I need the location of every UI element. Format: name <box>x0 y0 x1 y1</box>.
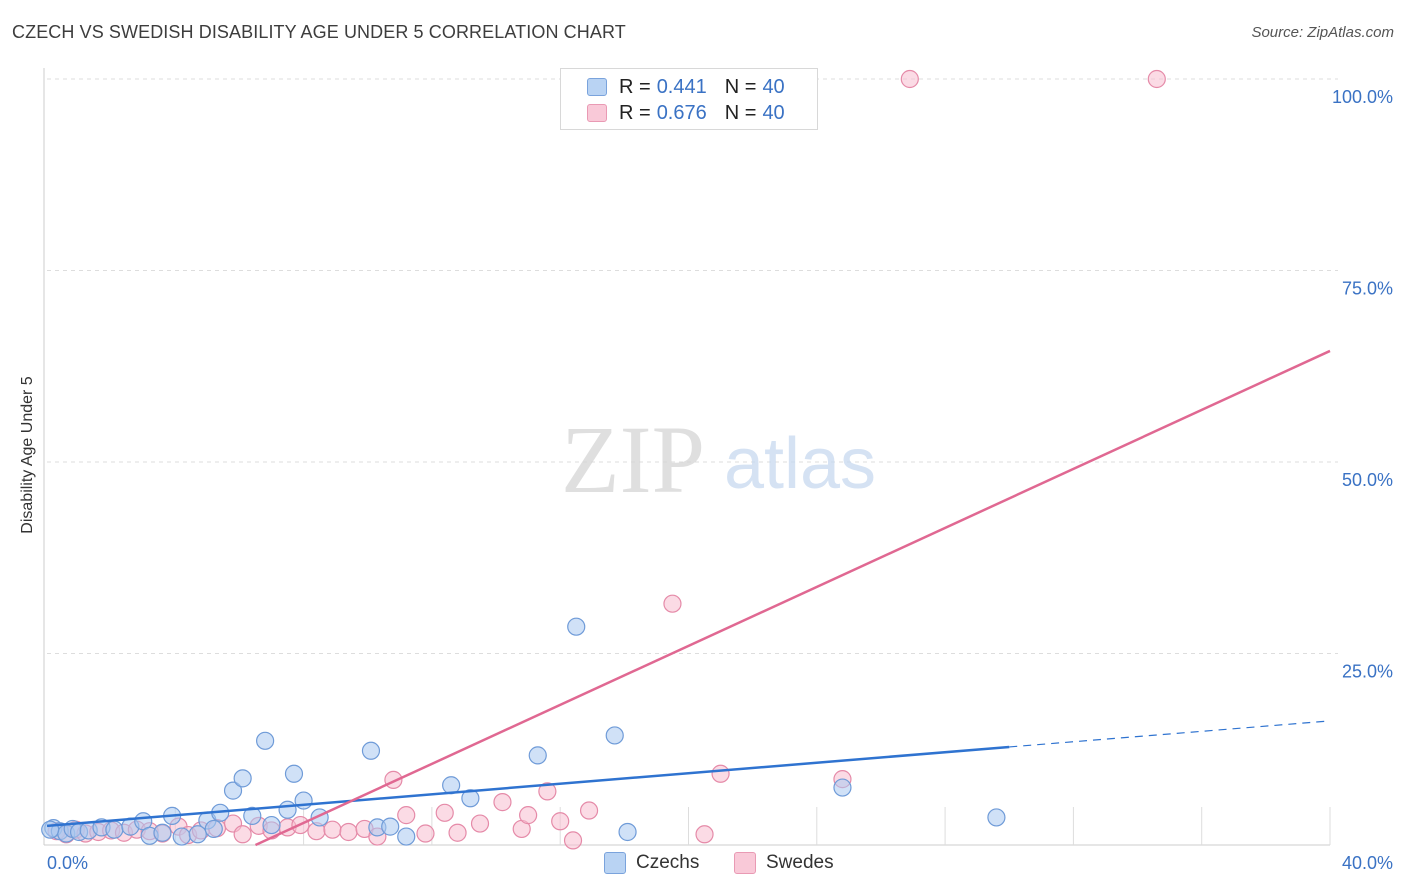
czech-point <box>262 815 281 835</box>
swede-point <box>397 806 416 825</box>
legend-swedes-label: Swedes <box>766 852 834 873</box>
czech-point <box>833 778 852 797</box>
czech-point <box>987 808 1006 827</box>
czech-point <box>284 764 304 783</box>
watermark-atlas: atlas <box>724 424 876 504</box>
r-value: 0.676 <box>656 101 707 124</box>
czech-point <box>567 617 586 636</box>
stats-box: R = 0.441 N = 40 R = 0.676 N = 40 <box>560 68 818 130</box>
swede-point <box>448 823 467 842</box>
swede-point <box>563 831 583 850</box>
swede-point <box>470 814 490 833</box>
czech-trend-line <box>46 745 1010 828</box>
czech-point <box>397 827 416 846</box>
czech-point <box>256 731 275 750</box>
x-tick-labels: 0.0% 40.0% <box>47 853 1393 873</box>
r-value: 0.441 <box>656 75 707 98</box>
grid-lines <box>47 78 1338 654</box>
czech-swatch <box>587 78 607 96</box>
swede-point <box>339 822 358 842</box>
czech-point <box>41 820 60 839</box>
czech-point <box>105 820 124 839</box>
legend-swede-swatch <box>734 852 756 874</box>
swede-point <box>435 803 454 822</box>
czech-point <box>188 825 207 844</box>
y-tick-label: 75.0% <box>1342 279 1393 299</box>
czech-point <box>172 827 191 846</box>
swede-point <box>233 825 252 844</box>
czech-point <box>605 726 624 745</box>
swede-point <box>519 806 538 825</box>
czech-point <box>361 741 381 760</box>
czech-point <box>204 819 223 839</box>
chart-title: CZECH VS SWEDISH DISABILITY AGE UNDER 5 … <box>12 22 626 42</box>
czech-trend-extension <box>1009 720 1331 748</box>
czech-point <box>223 781 243 800</box>
source-label: Source: ZipAtlas.com <box>1251 24 1394 41</box>
y-tick-labels: 100.0% 75.0% 50.0% 25.0% <box>1332 87 1393 682</box>
n-label: N = <box>724 75 757 98</box>
legend: Czechs Swedes <box>0 852 1406 878</box>
watermark: ZIP atlas <box>561 406 876 513</box>
r-label: R = <box>619 101 651 124</box>
czech-point <box>243 806 262 825</box>
swede-point <box>1147 69 1166 89</box>
legend-item-czechs[interactable]: Czechs <box>604 852 699 874</box>
n-value: 40 <box>762 75 785 98</box>
trend-lines <box>46 349 1331 847</box>
czech-point <box>381 817 400 836</box>
swede-point <box>695 825 714 844</box>
x-tick-label-max: 40.0% <box>1342 853 1393 873</box>
swede-point <box>711 764 730 783</box>
n-label: N = <box>724 101 757 124</box>
czech-point <box>233 769 252 788</box>
swede-point <box>579 801 599 820</box>
czech-point <box>618 822 637 842</box>
r-label: R = <box>619 75 651 98</box>
swede-point <box>416 824 435 843</box>
legend-czechs-label: Czechs <box>636 852 700 873</box>
swede-point <box>323 820 342 839</box>
swede-trend-line <box>254 349 1331 847</box>
watermark-zip: ZIP <box>561 406 705 513</box>
stats-row-swedes: R = 0.676 N = 40 <box>587 100 785 126</box>
czech-point <box>528 746 547 765</box>
legend-czech-swatch <box>604 852 626 874</box>
y-tick-label: 100.0% <box>1332 87 1393 107</box>
czech-point <box>461 789 480 808</box>
swede-point <box>551 812 570 831</box>
y-tick-label: 50.0% <box>1342 470 1393 490</box>
czech-points <box>41 617 1006 846</box>
swede-point <box>900 69 919 89</box>
swede-point <box>493 793 512 812</box>
stats-row-czechs: R = 0.441 N = 40 <box>587 74 785 100</box>
swede-point <box>538 782 557 801</box>
czech-point <box>153 823 172 842</box>
czech-point <box>278 800 297 819</box>
y-tick-label: 25.0% <box>1342 662 1393 682</box>
n-value: 40 <box>762 101 785 124</box>
legend-item-swedes[interactable]: Swedes <box>734 852 834 874</box>
swede-swatch <box>587 104 607 122</box>
swede-point <box>663 594 682 613</box>
x-tick-label-min: 0.0% <box>47 853 88 873</box>
